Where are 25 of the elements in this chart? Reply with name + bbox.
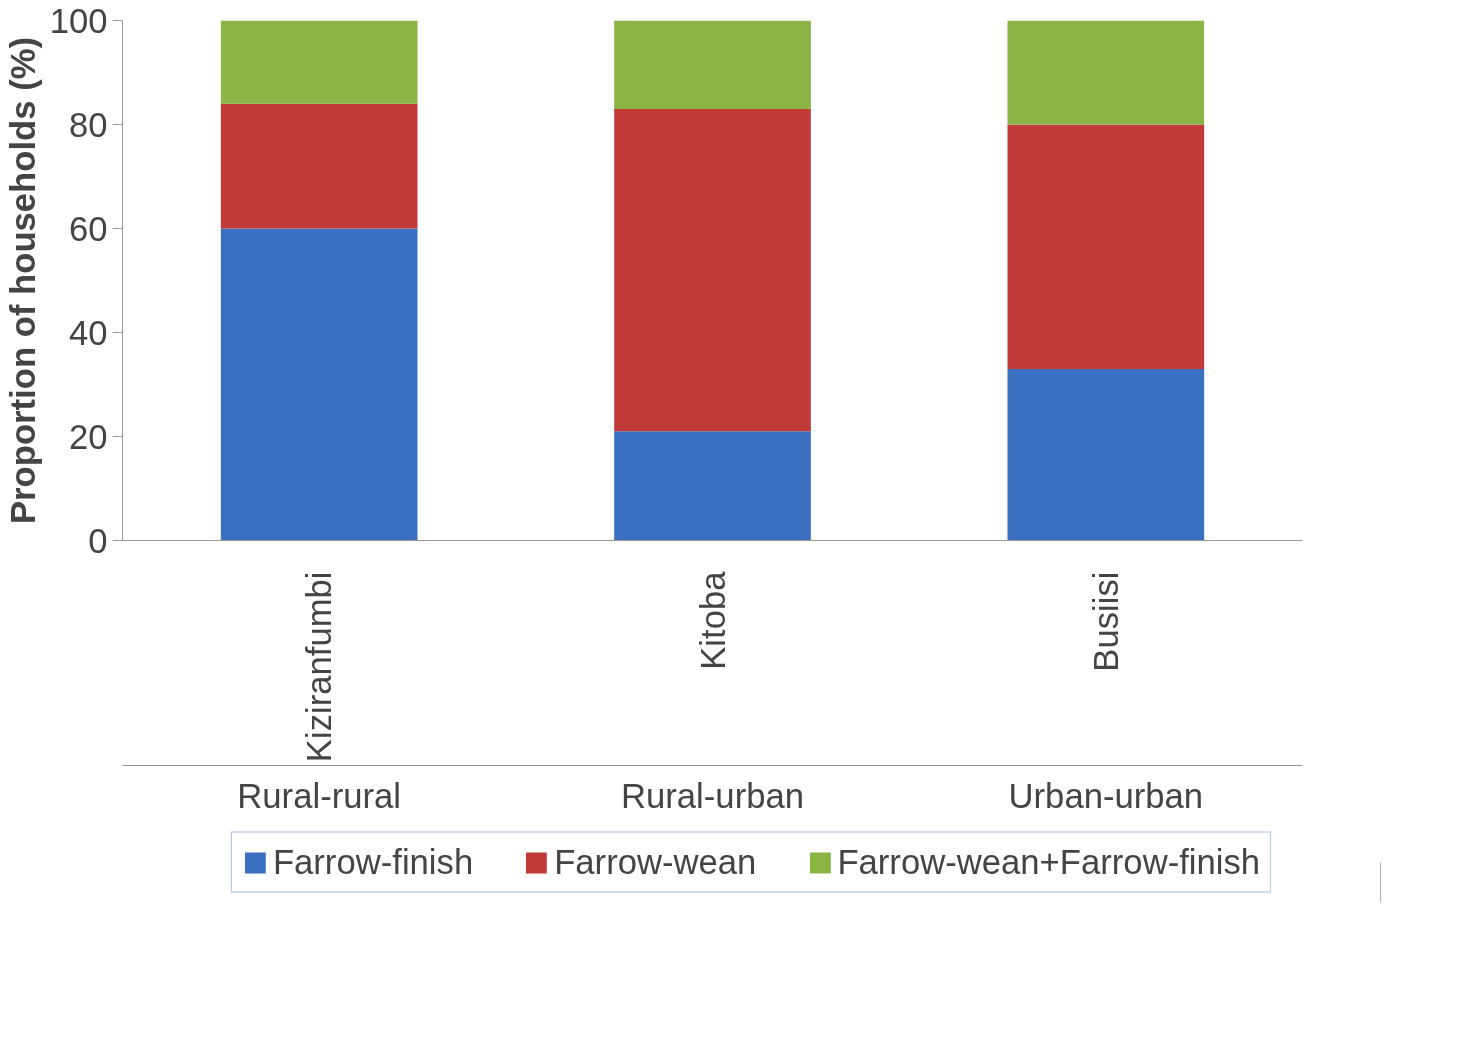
legend-label: Farrow-wean+Farrow-finish	[837, 842, 1261, 882]
bar	[220, 103, 418, 229]
y-tick-label: 20	[68, 417, 108, 456]
y-tick-label: 40	[68, 313, 108, 352]
text: Rural-urban	[621, 776, 804, 815]
bar	[220, 20, 418, 104]
bar	[1007, 124, 1205, 369]
bar	[614, 108, 811, 432]
bar	[614, 20, 811, 109]
y-axis-title: Proportion of households (%)	[3, 36, 42, 525]
bar	[220, 228, 418, 541]
text: Urban-urban	[1008, 776, 1204, 815]
y-tick-label: 0	[88, 521, 108, 560]
y-tick-label: 80	[68, 105, 108, 144]
y-tick-label: 100	[49, 1, 108, 40]
legend-label: Farrow-finish	[272, 842, 474, 882]
legend-label: Farrow-wean	[554, 842, 757, 882]
x-tick-label: Busiisi	[1086, 571, 1125, 672]
bar	[614, 431, 811, 541]
bar	[1007, 368, 1205, 541]
text: Rural-rural	[237, 776, 402, 815]
x-tick-label: Kiziranfumbi	[300, 571, 339, 763]
y-tick-label: 60	[68, 209, 108, 248]
bar	[1007, 20, 1205, 125]
x-tick-label: Kitoba	[693, 570, 732, 670]
